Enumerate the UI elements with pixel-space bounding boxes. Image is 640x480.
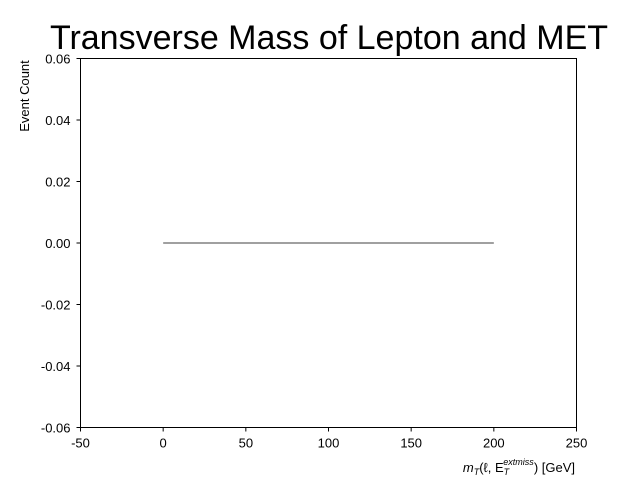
x-tick-label: 0: [160, 436, 167, 451]
y-tick-label: -0.04: [41, 359, 71, 374]
x-tick-label: 100: [318, 436, 340, 451]
chart-title: Transverse Mass of Lepton and MET: [50, 19, 608, 57]
x-label-m-sub: T: [474, 467, 481, 477]
y-axis-label: Event Count: [17, 60, 32, 132]
x-label-e-sub: T: [504, 467, 511, 477]
y-tick-label: 0.04: [45, 113, 70, 128]
x-label-m: m: [463, 460, 474, 475]
x-label-e-sup: extmiss: [503, 457, 534, 467]
y-tick-label: 0.02: [45, 175, 70, 190]
x-tick-label: 250: [566, 436, 588, 451]
y-tick-label: -0.06: [41, 421, 71, 436]
y-tick-label: 0.06: [45, 52, 70, 67]
x-tick-label: 50: [239, 436, 253, 451]
x-tick-label: 200: [483, 436, 505, 451]
x-axis-ticks: -50 0 50 100 150 200 250: [71, 427, 588, 451]
x-label-mid: (ℓ, E: [479, 460, 504, 475]
y-tick-label: 0.00: [45, 236, 70, 251]
x-axis-label: mT(ℓ, ETextmiss) [GeV]: [463, 457, 575, 477]
x-tick-label: 150: [400, 436, 422, 451]
y-axis-ticks: -0.06 -0.04 -0.02 0.00 0.02 0.04 0.06: [41, 52, 81, 436]
y-tick-label: -0.02: [41, 298, 71, 313]
x-tick-label: -50: [71, 436, 90, 451]
x-label-end: ) [GeV]: [534, 460, 575, 475]
